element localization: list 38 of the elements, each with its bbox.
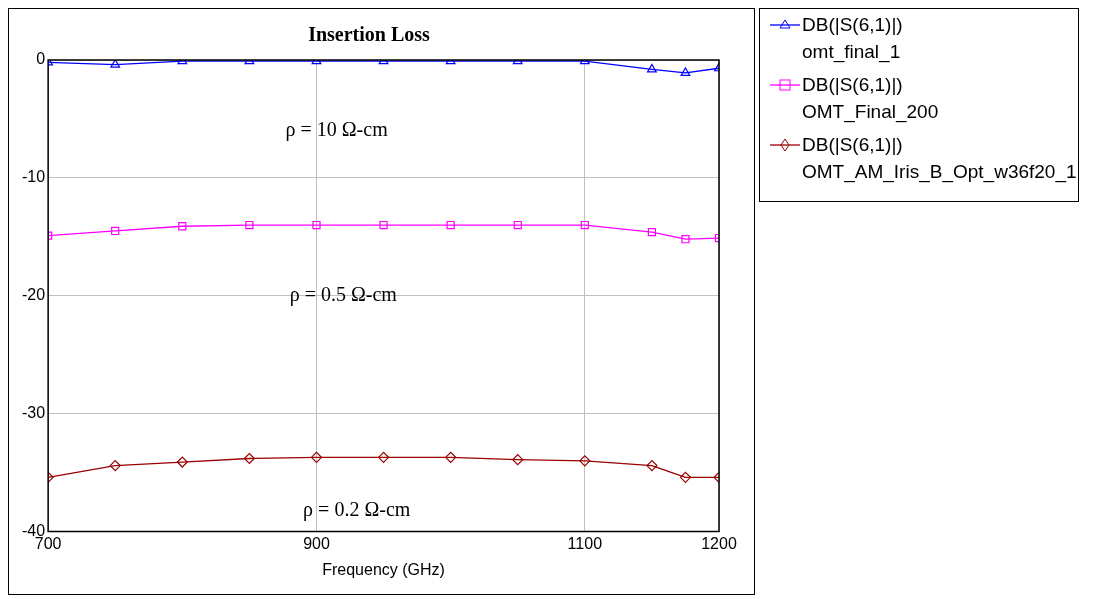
point bbox=[681, 235, 690, 244]
legend-label: DB(|S(6,1)|) OMT_Final_200 bbox=[802, 73, 939, 125]
point bbox=[176, 456, 188, 468]
point bbox=[579, 455, 591, 467]
point bbox=[580, 220, 589, 230]
x-tick-label: 1200 bbox=[701, 534, 737, 552]
y-tick-label: -30 bbox=[22, 404, 46, 422]
chart-title: Insertion Loss bbox=[308, 23, 431, 46]
point bbox=[111, 226, 120, 236]
y-tick-label: 0 bbox=[36, 50, 46, 68]
y-tick-label: -10 bbox=[22, 168, 46, 186]
point bbox=[647, 228, 657, 237]
point bbox=[109, 459, 121, 472]
x-axis-title: Frequency (GHz) bbox=[322, 560, 445, 578]
point bbox=[377, 451, 390, 463]
point bbox=[110, 60, 121, 68]
point bbox=[679, 471, 692, 483]
annotation: ρ = 10 Ω-cm bbox=[285, 117, 389, 141]
point bbox=[245, 220, 254, 230]
annotation: ρ = 0.5 Ω-cm bbox=[289, 283, 398, 307]
legend-label: DB(|S(6,1)|) OMT_AM_Iris_B_Opt_w36f20_1 bbox=[802, 133, 1077, 185]
y-tick-label: -20 bbox=[22, 286, 46, 304]
annotation: ρ = 0.2 Ω-cm bbox=[303, 497, 411, 521]
point bbox=[310, 451, 323, 463]
point bbox=[178, 222, 187, 231]
point bbox=[446, 220, 455, 230]
point bbox=[312, 220, 321, 230]
point bbox=[445, 451, 457, 463]
x-tick-label: 900 bbox=[303, 534, 330, 552]
point bbox=[379, 220, 388, 230]
x-tick-label: 1100 bbox=[567, 534, 603, 552]
point bbox=[646, 63, 657, 73]
point bbox=[512, 454, 524, 466]
point bbox=[243, 452, 255, 465]
point bbox=[513, 220, 522, 230]
legend-label: DB(|S(6,1)|) omt_final_1 bbox=[802, 13, 903, 65]
point bbox=[680, 67, 691, 77]
point bbox=[646, 459, 658, 472]
